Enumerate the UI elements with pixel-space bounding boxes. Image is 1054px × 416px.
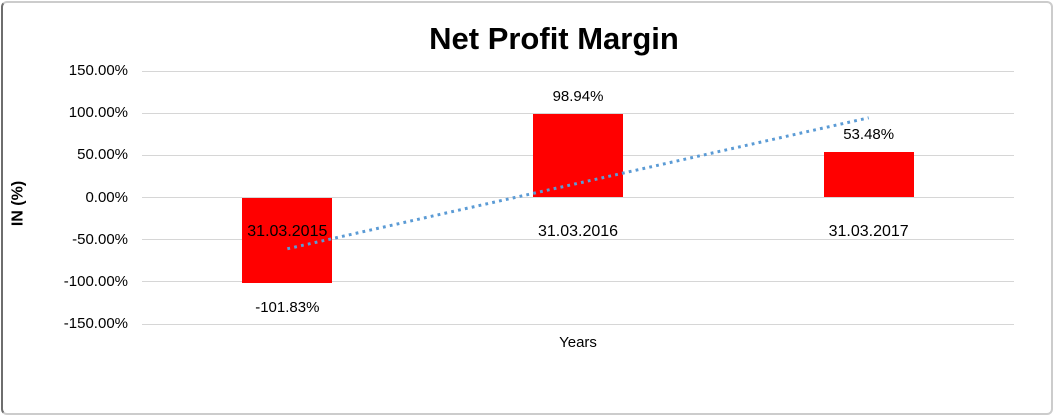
y-tick-label: -100.00%: [63, 272, 128, 290]
y-tick-label: -50.00%: [72, 230, 128, 248]
bar-31.03.2017: [823, 152, 914, 198]
bar-31.03.2016: [533, 114, 623, 198]
gridline: [142, 323, 1014, 325]
y-tick-label: 150.00%: [68, 62, 128, 79]
gridline: [142, 281, 1014, 283]
gridline: [142, 112, 1014, 114]
y-tick-label: 100.00%: [68, 104, 128, 122]
x-axis-title: Years: [559, 334, 597, 351]
data-label: 98.94%: [552, 88, 604, 106]
category-label: 31.03.2015: [247, 223, 328, 240]
data-label: -101.83%: [255, 299, 320, 317]
y-tick-label: 50.00%: [77, 146, 128, 164]
y-tick-label: -150.00%: [63, 315, 128, 332]
data-label: 53.48%: [843, 126, 895, 144]
category-label: 31.03.2016: [537, 223, 619, 240]
y-tick-label: 0.00%: [85, 188, 128, 206]
category-label: 31.03.2017: [828, 223, 909, 240]
chart-title: Net Profit Margin: [429, 21, 679, 56]
gridline: [142, 70, 1014, 72]
